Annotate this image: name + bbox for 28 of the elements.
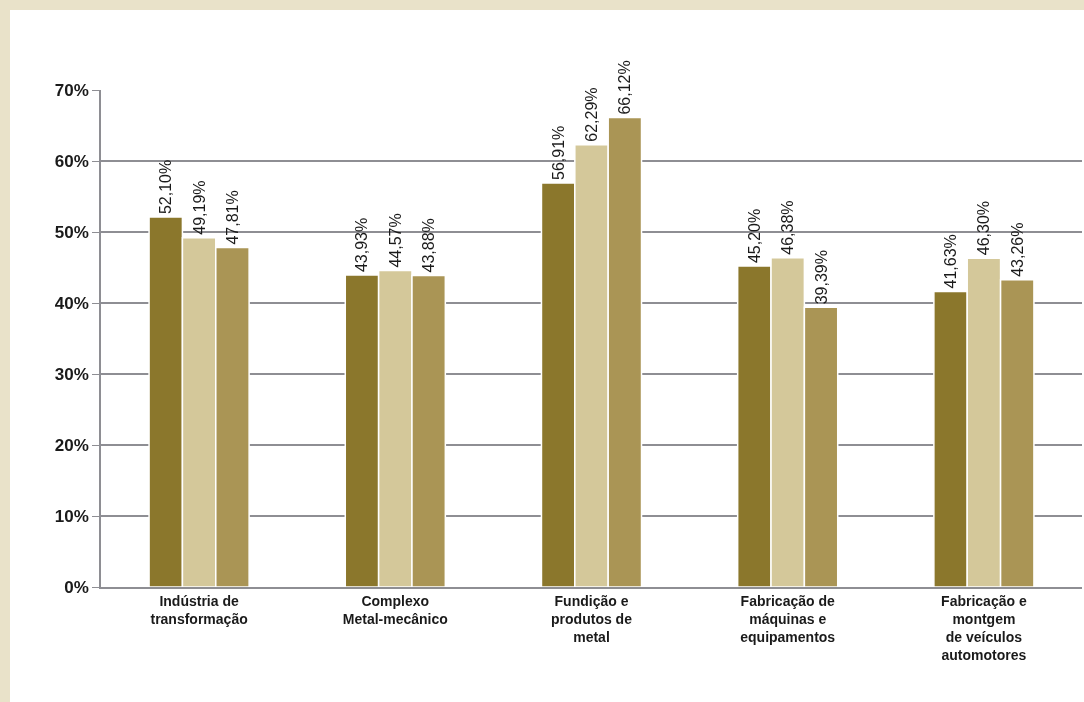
x-tick-label: Complexo Metal-mecânico xyxy=(342,592,448,627)
data-label: 47,81% xyxy=(223,190,241,245)
data-label: 46,30% xyxy=(975,201,993,256)
x-tick-label: Fabricação e montgem de veículos automotores xyxy=(941,592,1027,664)
x-tick-label: Fundição e produtos de metal xyxy=(551,592,633,646)
data-label: 45,20% xyxy=(745,208,763,264)
y-tick-label: 40% xyxy=(54,293,89,313)
data-label: 62,29% xyxy=(583,87,600,142)
data-label: 43,26% xyxy=(1008,222,1026,277)
data-label: 56,91% xyxy=(549,125,567,180)
data-label: 46,38% xyxy=(779,200,797,255)
y-tick-label: 0% xyxy=(64,577,89,597)
data-label: 49,19% xyxy=(190,180,208,235)
x-tick-label: Fabricação de máquinas e equipamentos xyxy=(740,592,836,646)
x-tick-label: Indústria de transformação xyxy=(150,592,248,627)
data-label: 43,88% xyxy=(420,218,438,273)
y-tick-label: 50% xyxy=(54,222,89,242)
y-tick-label: 70% xyxy=(54,80,89,100)
data-label: 41,63% xyxy=(942,234,960,289)
y-tick-label: 30% xyxy=(54,364,89,384)
y-tick-label: 10% xyxy=(54,506,89,526)
data-label: 66,12% xyxy=(616,60,634,115)
data-label: 52,10% xyxy=(157,159,175,215)
data-label: 39,39% xyxy=(812,250,830,305)
data-label: 43,93% xyxy=(353,217,371,273)
data-label: 44,57% xyxy=(386,213,404,268)
y-tick-label: 20% xyxy=(54,435,89,455)
y-tick-label: 60% xyxy=(54,151,89,171)
